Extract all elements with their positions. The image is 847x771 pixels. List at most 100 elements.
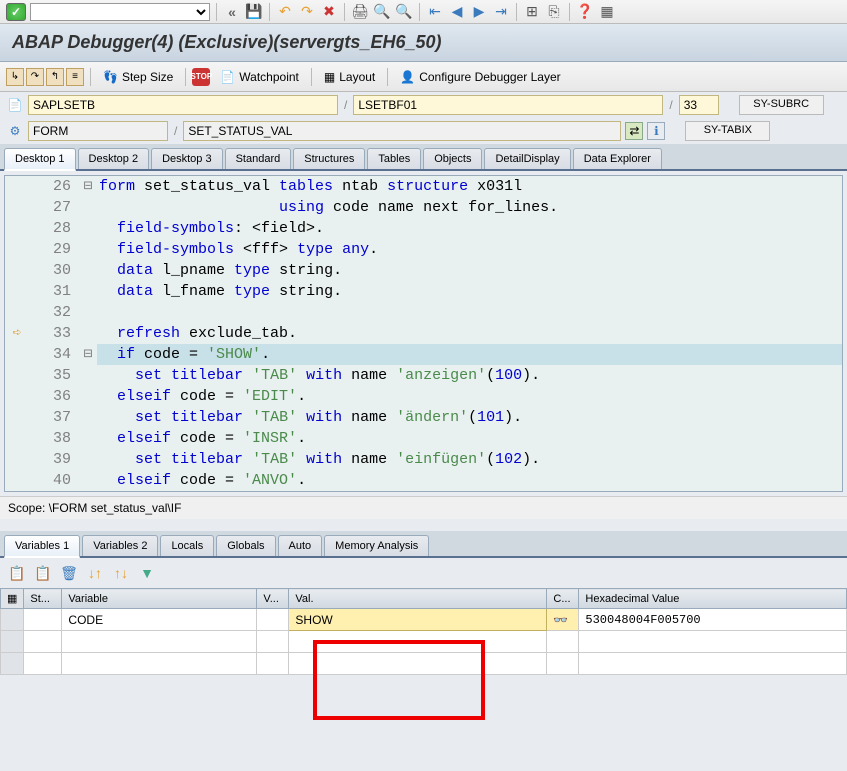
row-selector[interactable] — [1, 631, 24, 653]
code-line[interactable]: 30 data l_pname type string. — [5, 260, 842, 281]
filter-icon[interactable]: ▼ — [138, 564, 156, 582]
tab-standard[interactable]: Standard — [225, 148, 292, 169]
command-dropdown[interactable] — [30, 3, 210, 21]
fold-icon[interactable]: ⊟ — [79, 344, 97, 365]
code-line[interactable]: 31 data l_fname type string. — [5, 281, 842, 302]
ok-button[interactable]: ✓ — [6, 3, 26, 21]
table-row[interactable] — [1, 653, 847, 675]
glasses-icon[interactable]: 👓 — [553, 613, 568, 627]
code-line[interactable]: 27 using code name next for_lines. — [5, 197, 842, 218]
code-line[interactable]: 32 — [5, 302, 842, 323]
step-out-icon[interactable]: ↰ — [46, 68, 64, 86]
display-icon[interactable]: ⇄ — [625, 122, 643, 140]
watchpoint-button[interactable]: 📄Watchpoint — [214, 68, 305, 86]
tab-structures[interactable]: Structures — [293, 148, 365, 169]
col-variable[interactable]: Variable — [62, 589, 257, 609]
var-tab-variables-2[interactable]: Variables 2 — [82, 535, 158, 556]
event-type-field[interactable] — [28, 121, 168, 141]
tab-desktop-2[interactable]: Desktop 2 — [78, 148, 150, 169]
layout-icon[interactable]: ▦ — [598, 3, 616, 21]
event-icon[interactable]: ⚙ — [6, 122, 24, 140]
cell-value[interactable] — [289, 653, 547, 675]
code-line[interactable]: 29 field-symbols <fff> type any. — [5, 239, 842, 260]
program-field[interactable] — [28, 95, 338, 115]
find-next-icon[interactable]: 🔍 — [395, 3, 413, 21]
last-page-icon[interactable]: ⇥ — [492, 3, 510, 21]
program-icon[interactable]: 📄 — [6, 96, 24, 114]
col-vtype[interactable]: V... — [257, 589, 289, 609]
delete-all-icon[interactable]: 🗑 — [60, 564, 78, 582]
cell-variable[interactable] — [62, 631, 257, 653]
first-page-icon[interactable]: ⇤ — [426, 3, 444, 21]
col-value[interactable]: Val. — [289, 589, 547, 609]
tab-objects[interactable]: Objects — [423, 148, 482, 169]
col-status[interactable]: St... — [24, 589, 62, 609]
save-icon[interactable]: 💾 — [245, 3, 263, 21]
sy-tabix-label: SY-TABIX — [685, 121, 770, 141]
cell-change[interactable]: 👓 — [547, 609, 579, 631]
var-tab-globals[interactable]: Globals — [216, 535, 275, 556]
insert-row-icon[interactable]: 📋 — [8, 564, 26, 582]
step-over-icon[interactable]: ↷ — [26, 68, 44, 86]
var-tab-auto[interactable]: Auto — [278, 535, 323, 556]
code-line[interactable]: 28 field-symbols: <field>. — [5, 218, 842, 239]
code-line[interactable]: 36 elseif code = 'EDIT'. — [5, 386, 842, 407]
exit-icon[interactable]: ↷ — [298, 3, 316, 21]
stop-icon[interactable]: STOP — [192, 68, 210, 86]
cell-change[interactable] — [547, 653, 579, 675]
col-hex[interactable]: Hexadecimal Value — [579, 589, 847, 609]
code-line[interactable]: 34⊟ if code = 'SHOW'. — [5, 344, 842, 365]
cell-change[interactable] — [547, 631, 579, 653]
tab-tables[interactable]: Tables — [367, 148, 421, 169]
tab-detaildisplay[interactable]: DetailDisplay — [484, 148, 570, 169]
shortcut-icon[interactable]: ⎘ — [545, 3, 563, 21]
line-field[interactable] — [679, 95, 719, 115]
back-icon[interactable]: ↶ — [276, 3, 294, 21]
table-row[interactable]: CODESHOW👓530048004F005700 — [1, 609, 847, 631]
help-icon[interactable]: ❓ — [576, 3, 594, 21]
code-line[interactable]: 26⊟form set_status_val tables ntab struc… — [5, 176, 842, 197]
col-change[interactable]: C... — [547, 589, 579, 609]
tab-data-explorer[interactable]: Data Explorer — [573, 148, 662, 169]
code-line[interactable]: 38 elseif code = 'INSR'. — [5, 428, 842, 449]
table-row[interactable] — [1, 631, 847, 653]
info-icon[interactable]: ℹ — [647, 122, 665, 140]
layout-button[interactable]: ▦Layout — [318, 68, 381, 86]
row-selector[interactable] — [1, 653, 24, 675]
fold-icon[interactable]: ⊟ — [79, 176, 97, 197]
print-icon[interactable]: 🖨 — [351, 3, 369, 21]
include-field[interactable] — [353, 95, 663, 115]
var-tab-locals[interactable]: Locals — [160, 535, 214, 556]
event-name-field[interactable] — [183, 121, 621, 141]
cancel-icon[interactable]: ✖ — [320, 3, 338, 21]
cell-variable[interactable] — [62, 653, 257, 675]
code-line[interactable]: 40 elseif code = 'ANVO'. — [5, 470, 842, 491]
step-size-button[interactable]: 👣Step Size — [97, 68, 179, 86]
code-line[interactable]: 35 set titlebar 'TAB' with name 'anzeige… — [5, 365, 842, 386]
cell-value[interactable]: SHOW — [289, 609, 547, 631]
tab-desktop-1[interactable]: Desktop 1 — [4, 148, 76, 171]
delete-row-icon[interactable]: 📋 — [34, 564, 52, 582]
var-tab-memory-analysis[interactable]: Memory Analysis — [324, 535, 429, 556]
continue-icon[interactable]: ≡ — [66, 68, 84, 86]
next-page-icon[interactable]: ▶ — [470, 3, 488, 21]
configure-button[interactable]: 👤Configure Debugger Layer — [394, 68, 566, 86]
cell-variable[interactable]: CODE — [62, 609, 257, 631]
row-selector-header[interactable]: ▦ — [1, 589, 24, 609]
tab-desktop-3[interactable]: Desktop 3 — [151, 148, 223, 169]
sort-desc-icon[interactable]: ↑↓ — [112, 564, 130, 582]
sort-asc-icon[interactable]: ↓↑ — [86, 564, 104, 582]
code-line[interactable]: ➪33 refresh exclude_tab. — [5, 323, 842, 344]
find-icon[interactable]: 🔍 — [373, 3, 391, 21]
code-line[interactable]: 37 set titlebar 'TAB' with name 'ändern'… — [5, 407, 842, 428]
debug-toolbar: ↳ ↷ ↰ ≡ 👣Step Size STOP 📄Watchpoint ▦Lay… — [0, 62, 847, 92]
code-line[interactable]: 39 set titlebar 'TAB' with name 'einfüge… — [5, 449, 842, 470]
new-session-icon[interactable]: ⊞ — [523, 3, 541, 21]
prev-page-icon[interactable]: ◀ — [448, 3, 466, 21]
var-tab-variables-1[interactable]: Variables 1 — [4, 535, 80, 558]
cell-value[interactable] — [289, 631, 547, 653]
chevron-icon[interactable] — [223, 3, 241, 21]
row-selector[interactable] — [1, 609, 24, 631]
cell-vtype — [257, 631, 289, 653]
step-into-icon[interactable]: ↳ — [6, 68, 24, 86]
